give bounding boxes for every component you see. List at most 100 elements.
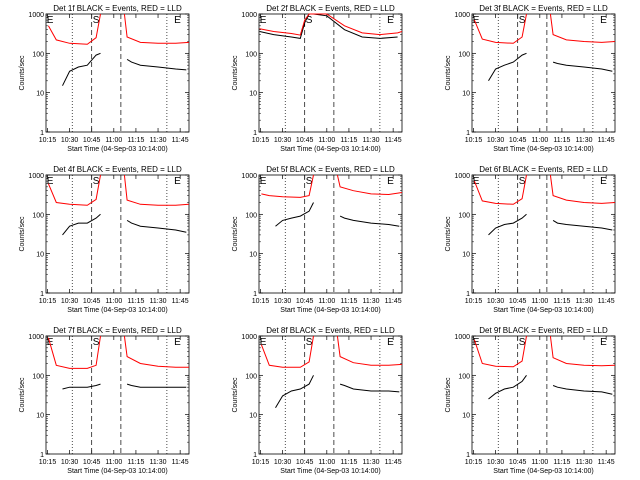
events-series-line [552,385,613,395]
y-axis-label: Counts/sec [445,377,452,413]
plot-frame [471,13,616,133]
x-tick-label: 11:00 [531,137,548,144]
lld-series-line [473,174,527,205]
events-series-line [62,383,101,390]
interval-marker-label: E [47,15,54,26]
events-series-line [552,219,613,231]
lld-series-line [123,174,190,206]
x-tick-label: 10:45 [509,298,527,305]
events-series-line [488,213,527,236]
events-series-line [62,213,101,236]
interval-marker-label: S [93,176,100,187]
interval-marker-label: E [174,176,181,187]
x-tick-label: 10:30 [274,298,292,305]
lld-series-line [47,174,101,206]
plot-frame [45,13,190,133]
y-tick-label: 1 [40,452,44,459]
x-tick-label: 11:15 [340,459,357,466]
lld-series-line [47,335,101,369]
y-tick-label: 1000 [28,173,44,180]
chart-panel: Det 3f BLACK = Events, RED = LLD 1 10 100 10… [445,4,616,153]
y-tick-label: 10 [462,91,470,98]
chart-title: Det 6f BLACK = Events, RED = LLD [479,165,608,174]
lld-series-line [260,335,314,368]
x-tick-label: 10:15 [252,459,270,466]
y-axis-label: Counts/sec [232,55,239,91]
chart-panel: Det 8f BLACK = Events, RED = LLD 1 10 100 10… [232,326,403,475]
x-axis-label: Start Time (04-Sep-03 10:14:00) [67,146,167,153]
chart-title: Det 7f BLACK = Events, RED = LLD [53,326,182,335]
lld-series-line [259,13,403,36]
chart-title: Det 4f BLACK = Events, RED = LLD [53,165,182,174]
interval-marker-label: E [473,176,480,187]
interval-marker-label: E [473,15,480,26]
events-series-line [275,202,314,227]
y-axis-label: Counts/sec [445,55,452,91]
x-tick-label: 11:30 [363,459,380,466]
y-tick-label: 1 [253,130,257,137]
y-tick-label: 1000 [241,173,257,180]
events-series-line [488,52,527,82]
interval-marker-label: S [519,337,526,348]
chart-title: Det 5f BLACK = Events, RED = LLD [266,165,395,174]
x-tick-label: 11:30 [150,459,167,466]
interval-marker-label: S [306,176,313,187]
x-tick-label: 11:15 [340,137,357,144]
x-axis-label: Start Time (04-Sep-03 10:14:00) [280,468,380,475]
plot-frame [258,335,403,455]
x-tick-label: 10:45 [509,459,527,466]
interval-marker-label: E [174,15,181,26]
interval-marker-label: S [306,337,313,348]
x-axis-label: Start Time (04-Sep-03 10:14:00) [280,146,380,153]
x-tick-label: 10:45 [83,298,101,305]
x-tick-label: 11:00 [105,298,122,305]
chart-title: Det 9f BLACK = Events, RED = LLD [479,326,608,335]
lld-series-line [473,335,527,368]
lld-series-line [123,13,190,44]
plot-frame [258,174,403,294]
interval-marker-label: E [174,337,181,348]
interval-marker-label: E [47,337,54,348]
x-tick-label: 10:15 [39,298,57,305]
x-tick-label: 10:30 [487,298,505,305]
y-tick-label: 1 [40,291,44,298]
x-tick-label: 11:45 [598,298,615,305]
plot-frame [471,174,616,294]
x-tick-label: 11:30 [150,137,167,144]
y-tick-label: 10 [249,413,257,420]
x-tick-label: 10:30 [487,459,505,466]
interval-marker-label: E [473,337,480,348]
chart-title: Det 3f BLACK = Events, RED = LLD [479,4,608,13]
y-tick-label: 10 [36,252,44,259]
x-tick-label: 10:30 [274,459,292,466]
x-tick-label: 10:15 [252,298,270,305]
x-tick-label: 11:45 [385,459,402,466]
interval-marker-label: E [47,176,54,187]
x-tick-label: 10:45 [296,459,314,466]
x-tick-label: 11:15 [340,298,357,305]
chart-panel: Det 4f BLACK = Events, RED = LLD 1 10 100 10… [19,165,190,314]
lld-series-line [47,13,101,45]
y-tick-label: 1 [466,291,470,298]
lld-series-line [123,335,189,368]
x-axis-label: Start Time (04-Sep-03 10:14:00) [493,468,593,475]
lld-series-line [549,335,616,367]
x-axis-label: Start Time (04-Sep-03 10:14:00) [67,307,167,314]
interval-marker-label: S [93,15,100,26]
y-tick-label: 100 [458,212,470,219]
events-series-line [339,383,400,393]
x-tick-label: 10:15 [39,459,57,466]
x-tick-label: 11:45 [172,459,189,466]
x-tick-label: 11:00 [318,298,335,305]
x-tick-label: 10:15 [465,137,483,144]
x-tick-label: 11:45 [172,298,189,305]
chart-panel: Det 5f BLACK = Events, RED = LLD 1 10 100 10… [232,165,403,314]
lld-series-line [549,13,616,43]
y-tick-label: 100 [245,212,257,219]
x-tick-label: 11:45 [172,137,189,144]
x-tick-label: 11:15 [553,298,570,305]
y-tick-label: 1 [253,452,257,459]
chart-panel: Det 6f BLACK = Events, RED = LLD 1 10 100 10… [445,165,616,314]
x-tick-label: 11:00 [318,459,335,466]
interval-marker-label: S [306,15,313,26]
